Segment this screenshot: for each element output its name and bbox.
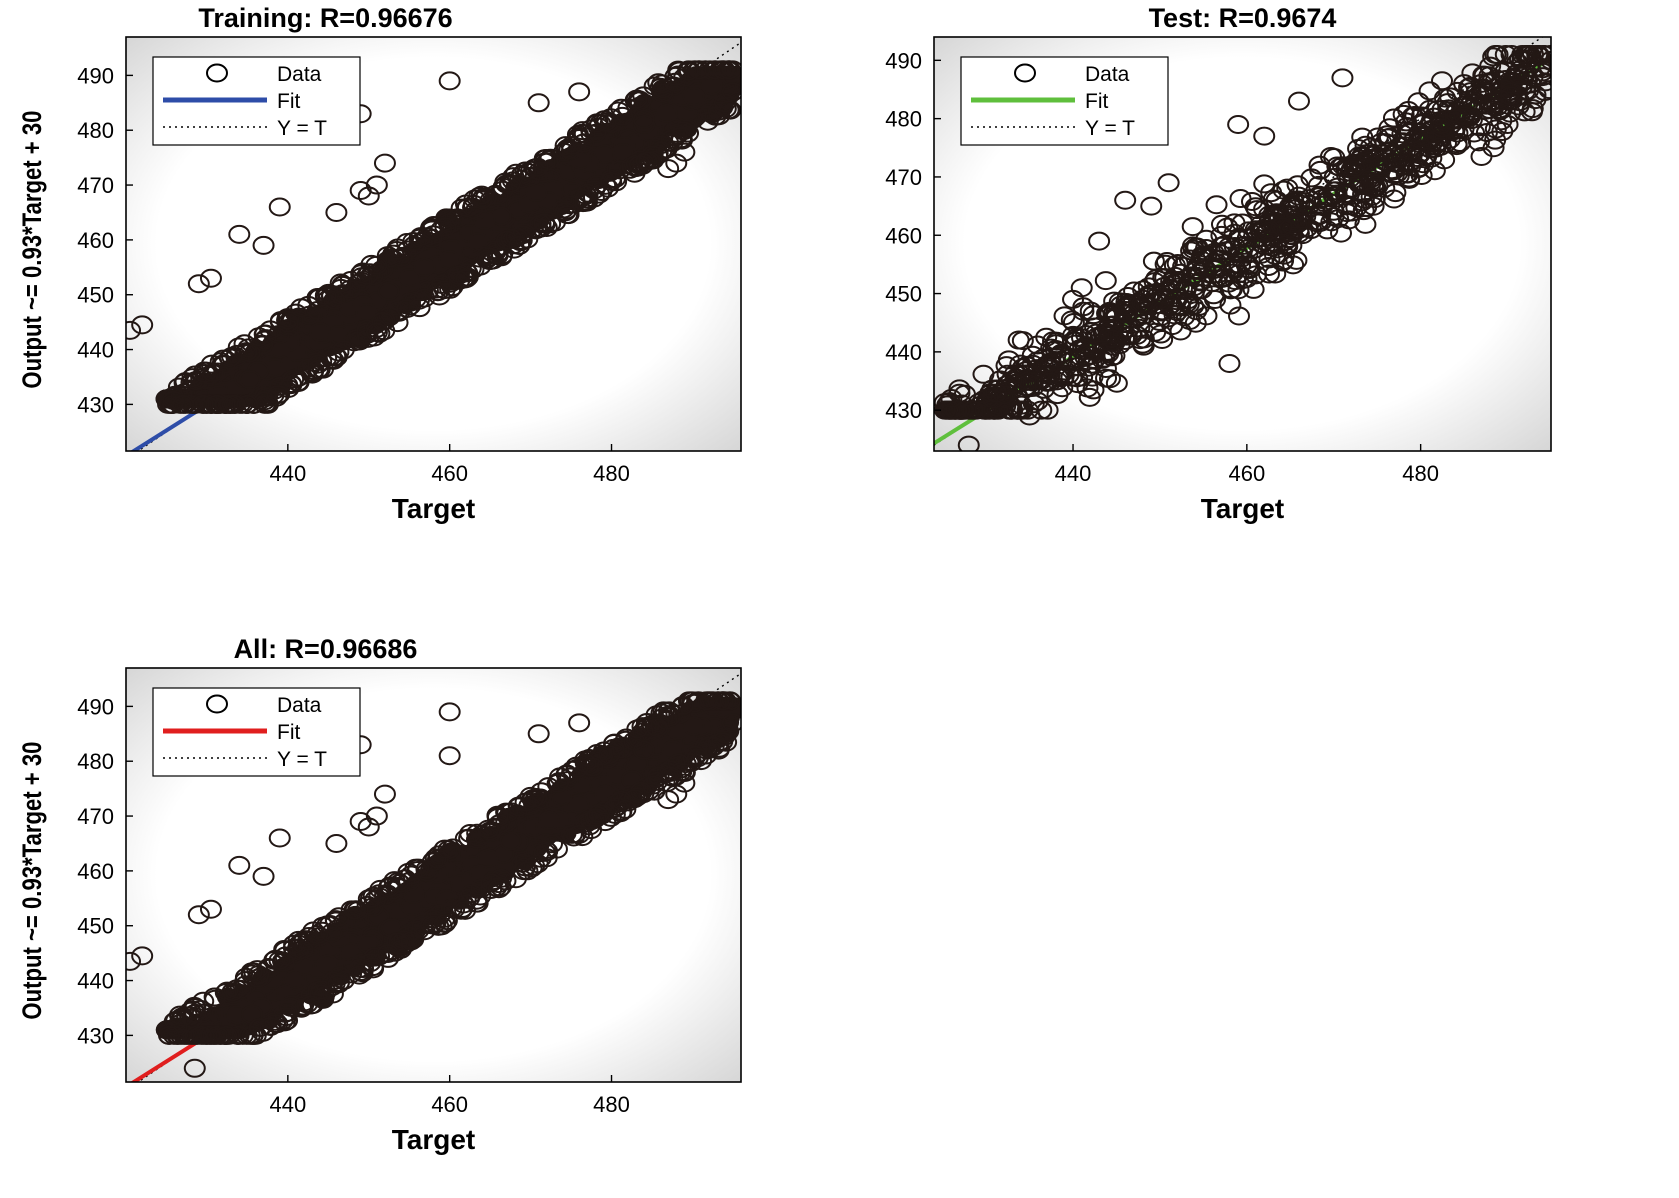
chart-title: Test: R=0.9674 bbox=[1149, 3, 1337, 33]
y-tick-label: 470 bbox=[885, 165, 922, 190]
x-tick-label: 440 bbox=[269, 461, 306, 486]
x-tick-label: 440 bbox=[1055, 461, 1092, 486]
x-tick-label: 480 bbox=[1402, 461, 1439, 486]
regression-plot: 430 440 450 460 470 480 490 440 460 480 Training: … bbox=[0, 0, 810, 580]
x-tick-label: 480 bbox=[593, 461, 630, 486]
test-regression-panel: 430 440 450 460 470 480 490 440 460 480 Test: R=0.… bbox=[868, 0, 1679, 580]
legend-fit-label: Fit bbox=[277, 90, 300, 113]
data-point bbox=[414, 259, 434, 276]
x-tick-label: 460 bbox=[1228, 461, 1265, 486]
y-tick-label: 480 bbox=[885, 107, 922, 132]
legend: Data Fit Y = T bbox=[961, 57, 1168, 145]
data-point bbox=[702, 77, 722, 94]
data-point bbox=[310, 323, 330, 340]
legend-yt-label: Y = T bbox=[1085, 117, 1135, 140]
data-point bbox=[240, 371, 260, 388]
legend-data-label: Data bbox=[1085, 63, 1130, 86]
training-regression-panel: 430 440 450 460 470 480 490 440 460 480 Training: … bbox=[0, 0, 810, 580]
x-tick-label: 460 bbox=[431, 461, 468, 486]
y-tick-label: 490 bbox=[77, 63, 114, 88]
legend-fit-label: Fit bbox=[1085, 90, 1108, 113]
data-point bbox=[657, 105, 677, 122]
chart-title: Training: R=0.96676 bbox=[198, 3, 452, 33]
y-tick-label: 480 bbox=[77, 118, 114, 143]
legend: Data Fit Y = T bbox=[153, 57, 360, 145]
data-point bbox=[526, 184, 546, 201]
y-tick-label: 450 bbox=[885, 282, 922, 307]
y-tick-label: 470 bbox=[77, 173, 114, 198]
legend-yt-label: Y = T bbox=[277, 117, 327, 140]
regression-plot: 430 440 450 460 470 480 490 440 460 480 Test: R=0.… bbox=[868, 0, 1679, 580]
x-axis-label: Target bbox=[392, 493, 476, 524]
y-axis-label: Output ~= 0.93*Target + 30 bbox=[18, 111, 48, 389]
y-tick-label: 430 bbox=[885, 398, 922, 423]
y-tick-label: 440 bbox=[77, 338, 114, 363]
y-tick-label: 490 bbox=[885, 48, 922, 73]
y-tick-label: 450 bbox=[77, 283, 114, 308]
y-tick-label: 430 bbox=[77, 392, 114, 417]
x-axis-label: Target bbox=[1201, 493, 1285, 524]
legend-data-label: Data bbox=[277, 63, 322, 86]
data-point bbox=[379, 283, 399, 300]
y-tick-label: 460 bbox=[885, 223, 922, 248]
y-tick-label: 440 bbox=[885, 340, 922, 365]
data-point bbox=[684, 88, 704, 105]
y-tick-label: 460 bbox=[77, 228, 114, 253]
